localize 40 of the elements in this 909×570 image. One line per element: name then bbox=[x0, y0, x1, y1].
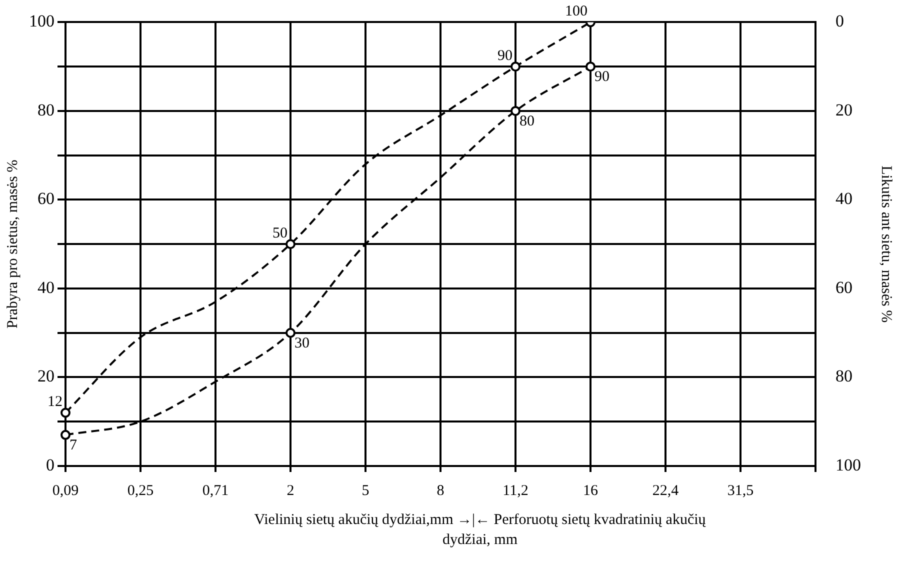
x-tick-label: 0,71 bbox=[202, 482, 229, 499]
y-tick-label: 40 bbox=[38, 278, 54, 297]
y2-axis-title: Likutis ant sietu, masės % bbox=[878, 166, 894, 323]
data-label: 80 bbox=[520, 113, 534, 130]
y-tick-label: 0 bbox=[46, 455, 54, 474]
x-tick-label: 0,09 bbox=[52, 482, 79, 499]
x-tick-label: 0,25 bbox=[127, 482, 154, 499]
x-tick-label: 22,4 bbox=[652, 482, 680, 499]
x-tick-label: 8 bbox=[436, 482, 444, 499]
point bbox=[586, 62, 596, 72]
y2-tick-label: 100 bbox=[836, 455, 861, 474]
x-tick-label: 31,5 bbox=[727, 482, 754, 499]
data-label: 100 bbox=[565, 4, 588, 20]
y-tick-label: 60 bbox=[38, 189, 54, 208]
y-tick-label: 20 bbox=[38, 366, 54, 386]
point bbox=[510, 106, 520, 116]
x-tick-label: 2 bbox=[286, 482, 294, 499]
data-label: 7 bbox=[70, 437, 78, 454]
y2-tick-label: 80 bbox=[836, 366, 852, 386]
y2-tick-label: 60 bbox=[836, 278, 852, 297]
x-tick-label: 5 bbox=[362, 482, 370, 499]
point bbox=[286, 239, 296, 250]
y-axis-title: Prabyra pro sietus, masės % bbox=[4, 160, 21, 328]
y2-tick-label: 40 bbox=[836, 189, 852, 208]
point bbox=[286, 328, 296, 338]
data-label: 50 bbox=[272, 226, 288, 242]
x-tick-label: 16 bbox=[583, 482, 598, 499]
point bbox=[510, 62, 520, 72]
y2-tick-label: 20 bbox=[836, 100, 852, 120]
data-label: 12 bbox=[48, 394, 62, 410]
point bbox=[60, 408, 70, 418]
x-tick-label: 11,2 bbox=[502, 482, 528, 499]
data-label: 30 bbox=[294, 335, 310, 352]
x-axis-title: Vielinių sietų akučių dydžiai,mm →|← Perforuotų sietų kvadratinių akučių dydžiai, mm bbox=[253, 511, 707, 550]
data-label: 90 bbox=[594, 69, 610, 86]
data-label: 90 bbox=[498, 48, 512, 64]
y-tick-label: 80 bbox=[38, 100, 54, 120]
y-tick-label: 100 bbox=[29, 12, 54, 31]
y2-tick-label: 0 bbox=[836, 12, 844, 31]
point bbox=[60, 430, 70, 440]
